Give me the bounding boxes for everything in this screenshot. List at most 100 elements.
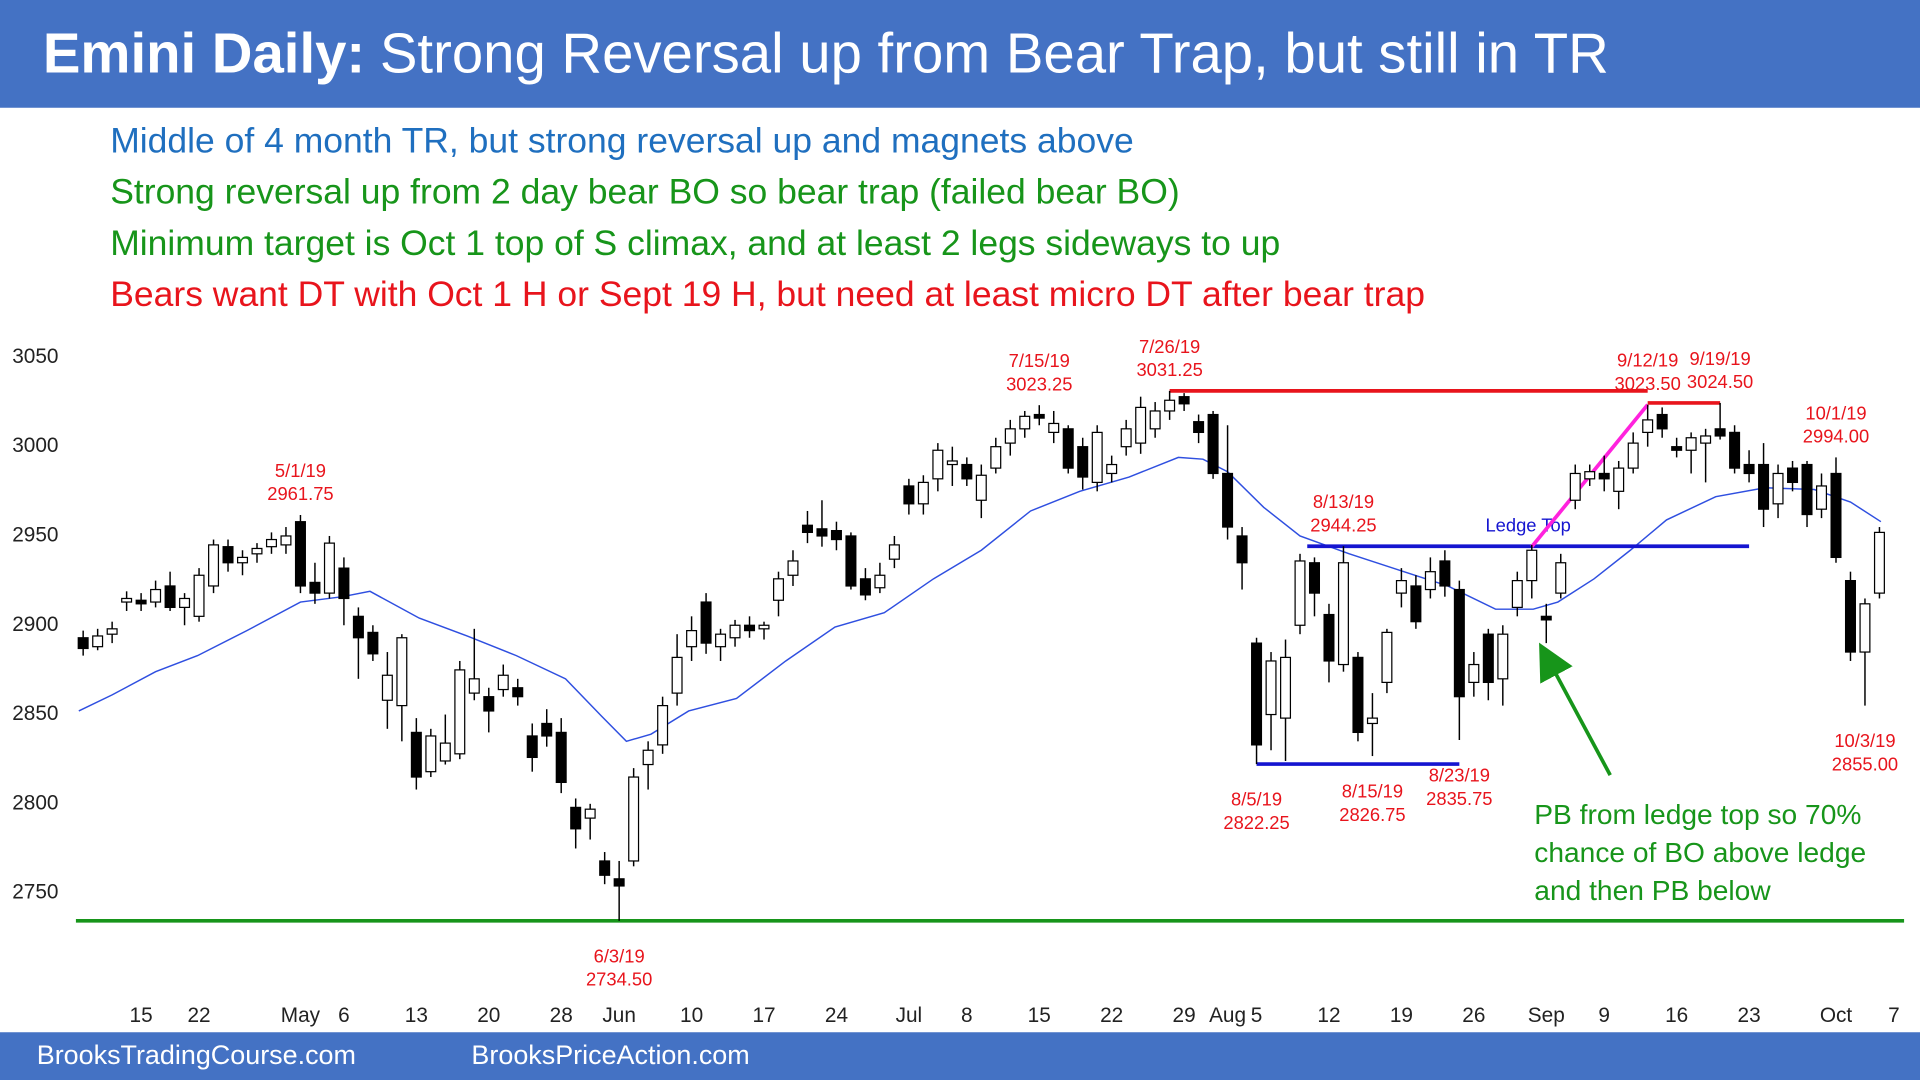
- x-tick-label: 15: [130, 1004, 153, 1027]
- candle-body: [135, 599, 147, 605]
- note-line: Middle of 4 month TR, but strong reversa…: [110, 121, 1134, 161]
- candle-body: [1135, 406, 1147, 444]
- candle-body: [1120, 428, 1132, 448]
- candle-body: [1323, 613, 1335, 662]
- candle-body: [410, 731, 422, 778]
- candle-body: [801, 524, 813, 534]
- candle-body: [1149, 410, 1161, 430]
- candle-body: [381, 674, 393, 701]
- candle-body: [715, 633, 727, 648]
- header-title: Emini Daily: Strong Reversal up from Bear…: [43, 21, 1609, 84]
- x-tick-label: Jul: [896, 1004, 923, 1027]
- candle-body: [1004, 428, 1016, 444]
- candle-body: [1627, 442, 1639, 469]
- candle-body: [816, 528, 828, 537]
- y-tick-label: 2900: [12, 613, 58, 636]
- candle-body: [323, 542, 335, 594]
- callout-line: chance of BO above ledge: [1534, 837, 1866, 868]
- candle-body: [1555, 562, 1567, 594]
- candle-body: [1511, 579, 1523, 609]
- candle-body: [1048, 422, 1060, 434]
- annotation-date: 7/26/19: [1139, 336, 1200, 357]
- candle-body: [1251, 642, 1263, 746]
- candle-body: [1395, 579, 1407, 594]
- candle-body: [903, 485, 915, 505]
- candle-body: [1584, 471, 1596, 480]
- candle-body: [1482, 633, 1494, 684]
- candle-body: [1685, 437, 1697, 451]
- candle-body: [150, 588, 162, 603]
- y-tick-label: 3050: [12, 345, 58, 368]
- annotation-date: 8/23/19: [1429, 765, 1490, 786]
- candle-body: [671, 656, 683, 694]
- candle-body: [352, 615, 364, 639]
- candle-body: [555, 731, 567, 784]
- annotation-value: 2822.25: [1223, 812, 1289, 833]
- candle-body: [265, 538, 277, 548]
- candle-body: [121, 597, 133, 603]
- x-tick-label: Jun: [602, 1004, 636, 1027]
- annotation-date: 8/5/19: [1231, 789, 1282, 810]
- candle-body: [1308, 562, 1321, 594]
- candle-body: [1294, 560, 1306, 626]
- candle-body: [1656, 413, 1668, 430]
- note-line: Minimum target is Oct 1 top of S climax,…: [110, 223, 1280, 263]
- callout-line: and then PB below: [1534, 875, 1771, 906]
- candle-body: [1193, 421, 1205, 434]
- header-band: [0, 0, 1920, 108]
- title-rest: Strong Reversal up from Bear Trap, but s…: [380, 21, 1609, 84]
- candle-body: [1700, 435, 1712, 444]
- candle-body: [454, 669, 466, 755]
- annotation-value: 2994.00: [1803, 426, 1869, 447]
- candle-body: [1815, 485, 1828, 510]
- candle-body: [541, 722, 553, 737]
- candle-body: [1569, 472, 1581, 501]
- annotation-date: 8/15/19: [1342, 781, 1403, 802]
- x-tick-label: 24: [825, 1004, 848, 1027]
- candle-body: [512, 687, 524, 698]
- candle-body: [425, 735, 437, 773]
- annotation-date: 8/13/19: [1313, 491, 1374, 512]
- footer-band: [0, 1032, 1920, 1080]
- candle-body: [917, 481, 929, 505]
- x-tick-label: 12: [1317, 1004, 1340, 1027]
- candle-body: [1743, 463, 1755, 475]
- annotation-value: 3031.25: [1136, 359, 1202, 380]
- candle-body: [294, 521, 306, 587]
- x-tick-label: 28: [550, 1004, 573, 1027]
- annotation-date: 9/12/19: [1617, 350, 1678, 371]
- candle-body: [1077, 446, 1089, 478]
- candle-body: [1424, 571, 1436, 591]
- x-tick-label: 22: [1100, 1004, 1123, 1027]
- candle-body: [1540, 615, 1552, 621]
- callout-arrow: [1539, 642, 1612, 776]
- x-tick-label: 29: [1173, 1004, 1196, 1027]
- annotation-value: 2826.75: [1339, 804, 1405, 825]
- candle-body: [888, 544, 900, 560]
- candle-body: [1410, 585, 1422, 623]
- candle-body: [700, 601, 712, 644]
- candle-body: [396, 637, 408, 707]
- candle-body: [309, 581, 321, 594]
- candle-body: [1280, 656, 1292, 719]
- candle-body: [1801, 463, 1813, 516]
- candle-body: [1598, 472, 1610, 480]
- x-tick-label: 10: [680, 1004, 703, 1027]
- candle-body: [1207, 413, 1219, 475]
- note-line: Bears want DT with Oct 1 H or Sept 19 H,…: [110, 274, 1425, 314]
- candle-body: [1729, 431, 1741, 469]
- candle-body: [497, 674, 509, 691]
- annotation-value: 3023.25: [1006, 373, 1072, 394]
- candle-body: [1352, 656, 1364, 734]
- candle-body: [367, 631, 379, 655]
- candle-body: [1236, 535, 1248, 564]
- candle-body: [1758, 463, 1770, 510]
- candle-body: [1497, 633, 1509, 680]
- candle-body: [1830, 472, 1842, 559]
- x-tick-label: 26: [1462, 1004, 1485, 1027]
- candle-body: [1526, 549, 1538, 582]
- candle-body: [729, 624, 741, 639]
- candle-body: [686, 630, 698, 648]
- y-tick-label: 2750: [12, 881, 58, 904]
